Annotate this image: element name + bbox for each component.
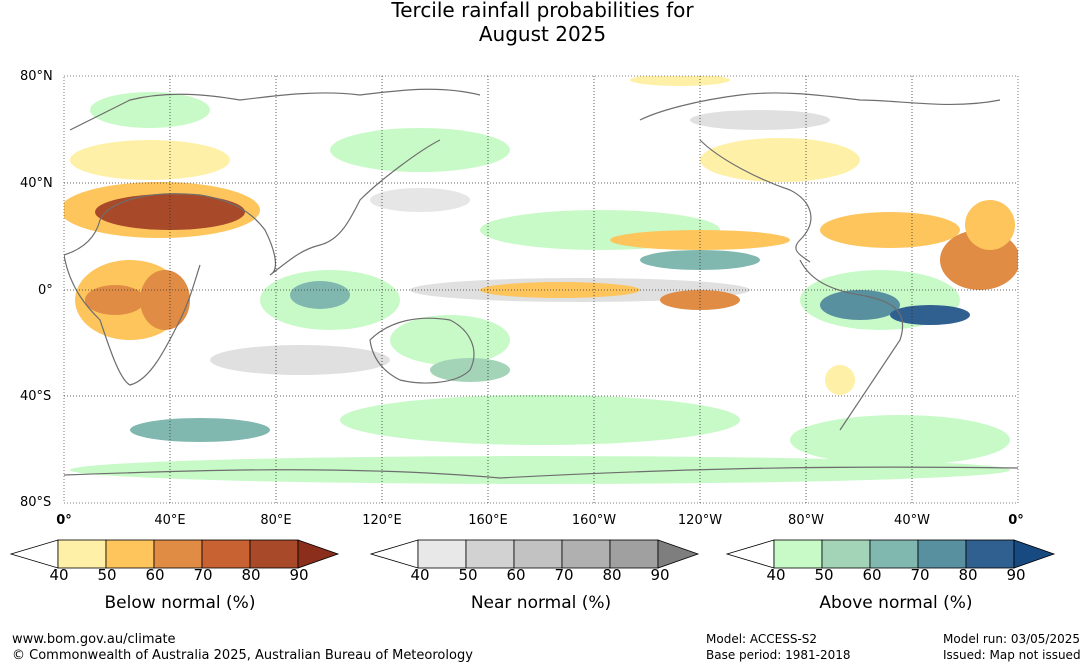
near-normal-segment (561, 539, 611, 569)
lon-label-0-left: 0° (56, 513, 72, 528)
map-frame (63, 75, 1019, 504)
footer-copyright: © Commonwealth of Australia 2025, Austra… (12, 648, 473, 663)
lon-label-160w: 160°W (571, 513, 617, 528)
above-normal-segment (821, 539, 871, 569)
below-normal-colorbar (10, 539, 340, 569)
map-title: Tercile rainfall probabilities for Augus… (0, 0, 1085, 46)
above-normal-segment (869, 539, 919, 569)
title-line-2: August 2025 (478, 22, 607, 46)
colorbar-tick: 90 (1006, 566, 1026, 584)
above-normal-segment (965, 539, 1015, 569)
colorbar-tick: 60 (862, 566, 882, 584)
above-normal-segment (917, 539, 967, 569)
below-normal-max-triangle (297, 539, 340, 569)
near-normal-min-triangle (370, 539, 419, 569)
colorbar-tick: 60 (506, 566, 526, 584)
lat-label-40s: 40°S (20, 389, 52, 404)
lat-label-80n: 80°N (20, 69, 53, 84)
colorbar-tick: 80 (241, 566, 261, 584)
lon-label-160e: 160°E (468, 513, 508, 528)
near-normal-segment (417, 539, 467, 569)
colorbar-tick: 80 (958, 566, 978, 584)
footer-model: Model: ACCESS-S2 (706, 632, 818, 646)
colorbar-tick: 50 (814, 566, 834, 584)
colorbar-tick: 90 (650, 566, 670, 584)
colorbar-tick: 80 (602, 566, 622, 584)
lon-label-80w: 80°W (788, 513, 824, 528)
colorbar-tick: 70 (554, 566, 574, 584)
lat-label-equator: 0° (38, 283, 53, 298)
lon-label-40e: 40°E (154, 513, 186, 528)
below-normal-segment (201, 539, 251, 569)
near-normal-max-triangle (657, 539, 700, 569)
footer-base-period: Base period: 1981-2018 (706, 648, 851, 662)
lon-label-120w: 120°W (677, 513, 723, 528)
above-normal-label: Above normal (%) (819, 593, 973, 613)
coastlines (64, 88, 1018, 479)
graticule (64, 76, 1018, 503)
lat-label-80s: 80°S (20, 495, 52, 510)
colorbar-tick: 40 (766, 566, 786, 584)
colorbar-tick: 40 (410, 566, 430, 584)
colorbar-tick: 70 (910, 566, 930, 584)
near-normal-colorbar (370, 539, 700, 569)
colorbar-tick: 40 (49, 566, 69, 584)
colorbar-tick: 60 (145, 566, 165, 584)
footer-url: www.bom.gov.au/climate (12, 632, 176, 647)
above-normal-max-triangle (1013, 539, 1056, 569)
below-normal-segment (57, 539, 107, 569)
above-normal-segment (773, 539, 823, 569)
above-normal-min-triangle (726, 539, 775, 569)
colorbar-tick: 70 (193, 566, 213, 584)
colorbar-tick: 50 (97, 566, 117, 584)
below-normal-label: Below normal (%) (104, 593, 256, 613)
lon-label-40w: 40°W (894, 513, 930, 528)
lon-label-0-right: 0° (1008, 513, 1024, 528)
footer-model-run: Model run: 03/05/2025 (943, 632, 1081, 646)
footer-issued: Issued: Map not issued (943, 648, 1081, 662)
title-line-1: Tercile rainfall probabilities for (391, 0, 694, 22)
colorbar-tick: 90 (289, 566, 309, 584)
below-normal-segment (105, 539, 155, 569)
probability-field (64, 76, 1018, 484)
lon-label-120e: 120°E (362, 513, 402, 528)
near-normal-segment (465, 539, 515, 569)
below-normal-segment (249, 539, 299, 569)
near-normal-segment (513, 539, 563, 569)
below-normal-min-triangle (10, 539, 59, 569)
near-normal-label: Near normal (%) (470, 593, 612, 613)
lat-label-40n: 40°N (20, 176, 53, 191)
near-normal-segment (609, 539, 659, 569)
colorbar-tick: 50 (458, 566, 478, 584)
lon-label-80e: 80°E (260, 513, 292, 528)
above-normal-colorbar (726, 539, 1056, 569)
below-normal-segment (153, 539, 203, 569)
